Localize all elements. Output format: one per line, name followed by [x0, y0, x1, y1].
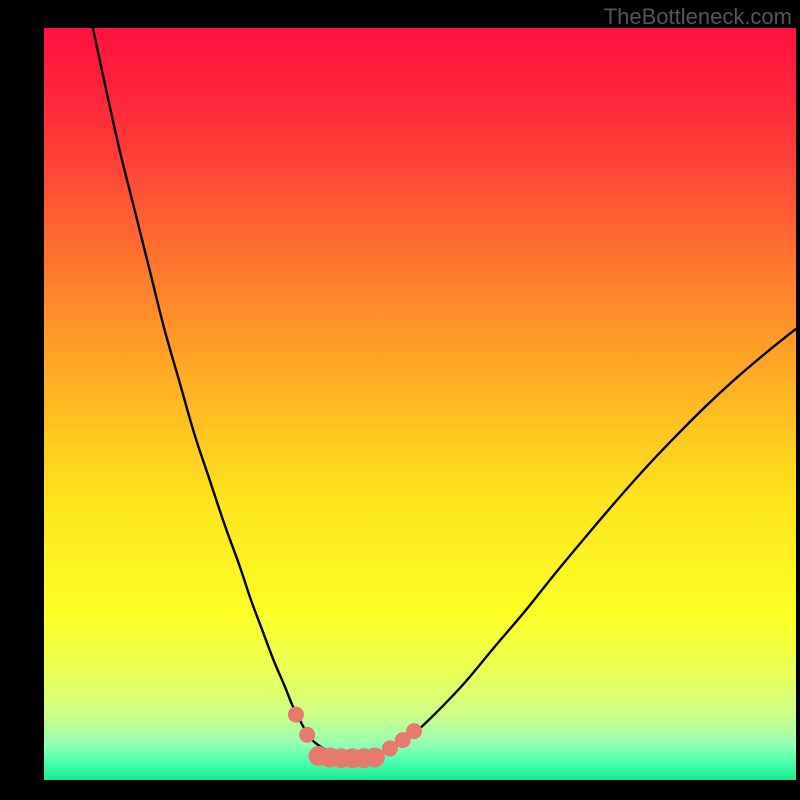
marker-point	[406, 723, 422, 739]
plot-background	[44, 28, 796, 780]
chart-frame: TheBottleneck.com	[0, 0, 800, 800]
bottleneck-chart	[0, 0, 800, 800]
marker-point	[288, 707, 304, 723]
watermark-text: TheBottleneck.com	[604, 4, 792, 30]
marker-flat	[365, 747, 385, 767]
marker-point	[299, 727, 315, 743]
